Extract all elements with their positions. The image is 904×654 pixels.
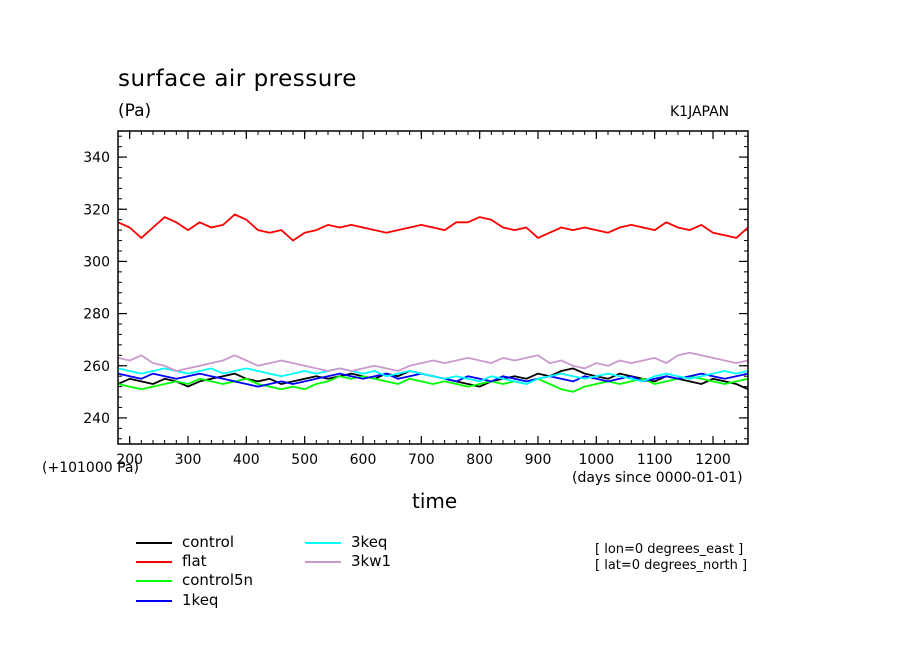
units-label: (Pa) bbox=[118, 101, 152, 121]
x-tick-label: 700 bbox=[408, 452, 435, 468]
x-tick-label: 1000 bbox=[579, 452, 615, 468]
dataset-tag: K1JAPAN bbox=[670, 104, 730, 120]
legend-label: 3kw1 bbox=[351, 552, 392, 570]
chart-title: surface air pressure bbox=[118, 66, 357, 92]
plot-frame bbox=[117, 130, 749, 445]
x-tick-label: 1200 bbox=[695, 452, 731, 468]
y-tick-label: 280 bbox=[83, 307, 110, 323]
legend-swatch bbox=[136, 600, 172, 602]
x-tick-label: 1100 bbox=[637, 452, 673, 468]
legend-label: control5n bbox=[182, 571, 254, 589]
x-tick-label: 300 bbox=[175, 452, 202, 468]
legend-label: flat bbox=[182, 552, 207, 570]
series-line-control5n bbox=[117, 375, 749, 393]
legend-label: control bbox=[182, 533, 234, 551]
latitude-info: [ lat=0 degrees_north ] bbox=[595, 558, 748, 573]
y-tick-label: 260 bbox=[83, 359, 110, 375]
y-tick-label: 240 bbox=[83, 411, 110, 427]
x-tick-label: 900 bbox=[525, 452, 552, 468]
legend-swatch bbox=[136, 580, 172, 582]
legend-swatch bbox=[305, 561, 341, 563]
x-tick-label: 800 bbox=[466, 452, 493, 468]
longitude-info: [ lon=0 degrees_east ] bbox=[595, 542, 744, 557]
x-tick-label: 600 bbox=[350, 452, 377, 468]
y-tick-label: 300 bbox=[83, 254, 110, 270]
y-tick-label: 320 bbox=[83, 202, 110, 218]
x-units-label: (days since 0000-01-01) bbox=[572, 470, 743, 486]
legend-swatch bbox=[136, 542, 172, 544]
series-line-flat bbox=[117, 213, 749, 242]
legend-swatch bbox=[305, 542, 341, 544]
legend-label: 1keq bbox=[182, 591, 219, 609]
x-tick-label: 400 bbox=[233, 452, 260, 468]
legend-swatch bbox=[136, 561, 172, 563]
legend-label: 3keq bbox=[351, 533, 388, 551]
y-tick-label: 340 bbox=[83, 150, 110, 166]
y-offset-label: (+101000 Pa) bbox=[42, 460, 139, 476]
series-line-3kw1 bbox=[117, 351, 749, 372]
x-tick-label: 200 bbox=[116, 452, 143, 468]
x-axis-label: time bbox=[412, 489, 458, 513]
x-tick-label: 500 bbox=[291, 452, 318, 468]
series-line-3keq bbox=[117, 367, 749, 385]
